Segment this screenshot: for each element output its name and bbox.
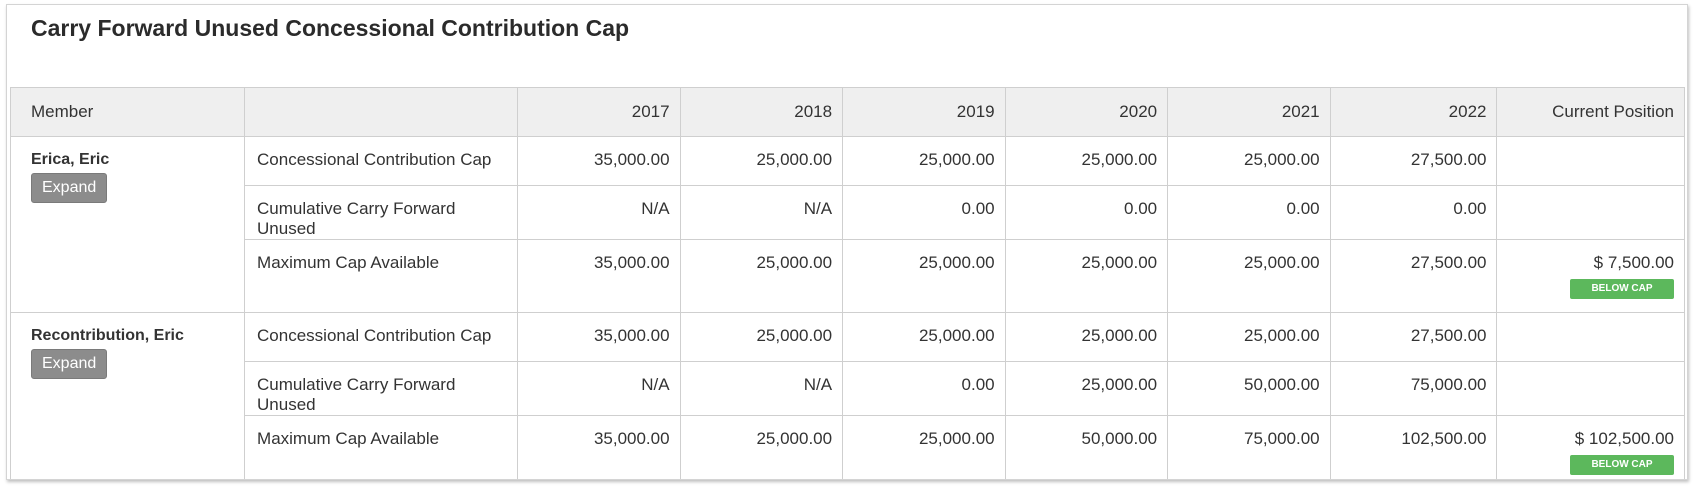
current-position-cell: $ 102,500.00 BELOW CAP <box>1496 415 1685 479</box>
member-cell: Recontribution, Eric Expand <box>9 312 246 479</box>
table-row: Cumulative Carry Forward Unused N/A N/A … <box>11 361 1685 416</box>
table-row: Recontribution, Eric Expand Concessional… <box>9 312 1685 479</box>
table-cell: 25,000.00 <box>1004 239 1169 313</box>
table-header-row: Member 2017 2018 2019 2020 2021 2022 Cur… <box>9 87 1685 137</box>
row-label: Concessional Contribution Cap <box>244 136 519 186</box>
table-cell: 25,000.00 <box>1167 239 1331 313</box>
table-cell: 102,500.00 <box>1329 415 1498 479</box>
expand-button[interactable]: Expand <box>31 173 108 203</box>
table-cell: 25,000.00 <box>842 415 1006 479</box>
status-badge: BELOW CAP <box>1570 279 1674 299</box>
column-header-current-position: Current Position <box>1496 87 1685 137</box>
table-cell: 0.00 <box>842 361 1006 416</box>
table-cell: 35,000.00 <box>517 136 681 186</box>
member-name: Erica, Eric <box>31 151 110 168</box>
current-position-cell <box>1496 361 1685 416</box>
table-cell: 25,000.00 <box>1004 312 1169 362</box>
column-header-2020: 2020 <box>1004 87 1169 137</box>
current-position-cell <box>1496 312 1685 362</box>
current-position-amount: $ 7,500.00 <box>1593 253 1674 272</box>
table-cell: N/A <box>679 361 844 416</box>
table-row: Erica, Eric Expand Concessional Contribu… <box>9 136 1685 313</box>
table-cell: 50,000.00 <box>1167 361 1331 416</box>
table-cell: 25,000.00 <box>842 136 1006 186</box>
column-header-2017: 2017 <box>517 87 681 137</box>
column-header-2019: 2019 <box>842 87 1006 137</box>
row-label: Cumulative Carry Forward Unused <box>244 361 519 416</box>
table-cell: 35,000.00 <box>517 415 681 479</box>
table-cell: 27,500.00 <box>1329 312 1498 362</box>
page-title: Carry Forward Unused Concessional Contri… <box>31 15 630 41</box>
table-cell: 0.00 <box>842 185 1006 240</box>
column-header-2021: 2021 <box>1167 87 1331 137</box>
table-cell: 25,000.00 <box>1004 136 1169 186</box>
table-row: Cumulative Carry Forward Unused N/A N/A … <box>11 185 1685 240</box>
table-cell: 25,000.00 <box>679 312 844 362</box>
table-cell: 0.00 <box>1329 185 1498 240</box>
table-cell: 27,500.00 <box>1329 239 1498 313</box>
member-cell: Erica, Eric Expand <box>9 136 246 313</box>
table-cell: 25,000.00 <box>1004 361 1169 416</box>
row-label: Maximum Cap Available <box>244 239 519 313</box>
table-cell: 25,000.00 <box>679 415 844 479</box>
column-header-blank <box>244 87 519 137</box>
table-cell: 50,000.00 <box>1004 415 1169 479</box>
expand-button[interactable]: Expand <box>31 349 108 379</box>
table-cell: 25,000.00 <box>842 239 1006 313</box>
contribution-cap-table: Member 2017 2018 2019 2020 2021 2022 Cur… <box>9 87 1685 479</box>
table-cell: 0.00 <box>1167 185 1331 240</box>
table-cell: N/A <box>679 185 844 240</box>
table-cell: N/A <box>517 185 681 240</box>
current-position-cell: $ 7,500.00 BELOW CAP <box>1496 239 1685 313</box>
table-cell: 25,000.00 <box>679 136 844 186</box>
table-row: Maximum Cap Available 35,000.00 25,000.0… <box>11 415 1685 479</box>
table-cell: 75,000.00 <box>1329 361 1498 416</box>
current-position-cell <box>1496 185 1685 240</box>
table-cell: 25,000.00 <box>679 239 844 313</box>
column-header-2022: 2022 <box>1329 87 1498 137</box>
table-cell: 25,000.00 <box>1167 136 1331 186</box>
table-cell: 25,000.00 <box>842 312 1006 362</box>
table-cell: 25,000.00 <box>1167 312 1331 362</box>
table-cell: 75,000.00 <box>1167 415 1331 479</box>
current-position-cell <box>1496 136 1685 186</box>
table-cell: 27,500.00 <box>1329 136 1498 186</box>
table-row: Maximum Cap Available 35,000.00 25,000.0… <box>11 239 1685 313</box>
column-header-2018: 2018 <box>679 87 844 137</box>
table-cell: 35,000.00 <box>517 312 681 362</box>
row-label: Concessional Contribution Cap <box>244 312 519 362</box>
current-position-amount: $ 102,500.00 <box>1574 429 1674 448</box>
table-cell: 0.00 <box>1004 185 1169 240</box>
member-name: Recontribution, Eric <box>31 327 184 344</box>
column-header-member: Member <box>9 87 246 137</box>
table-cell: N/A <box>517 361 681 416</box>
row-label: Cumulative Carry Forward Unused <box>244 185 519 240</box>
table-cell: 35,000.00 <box>517 239 681 313</box>
status-badge: BELOW CAP <box>1570 455 1674 475</box>
carry-forward-panel: Carry Forward Unused Concessional Contri… <box>6 4 1688 480</box>
row-label: Maximum Cap Available <box>244 415 519 479</box>
